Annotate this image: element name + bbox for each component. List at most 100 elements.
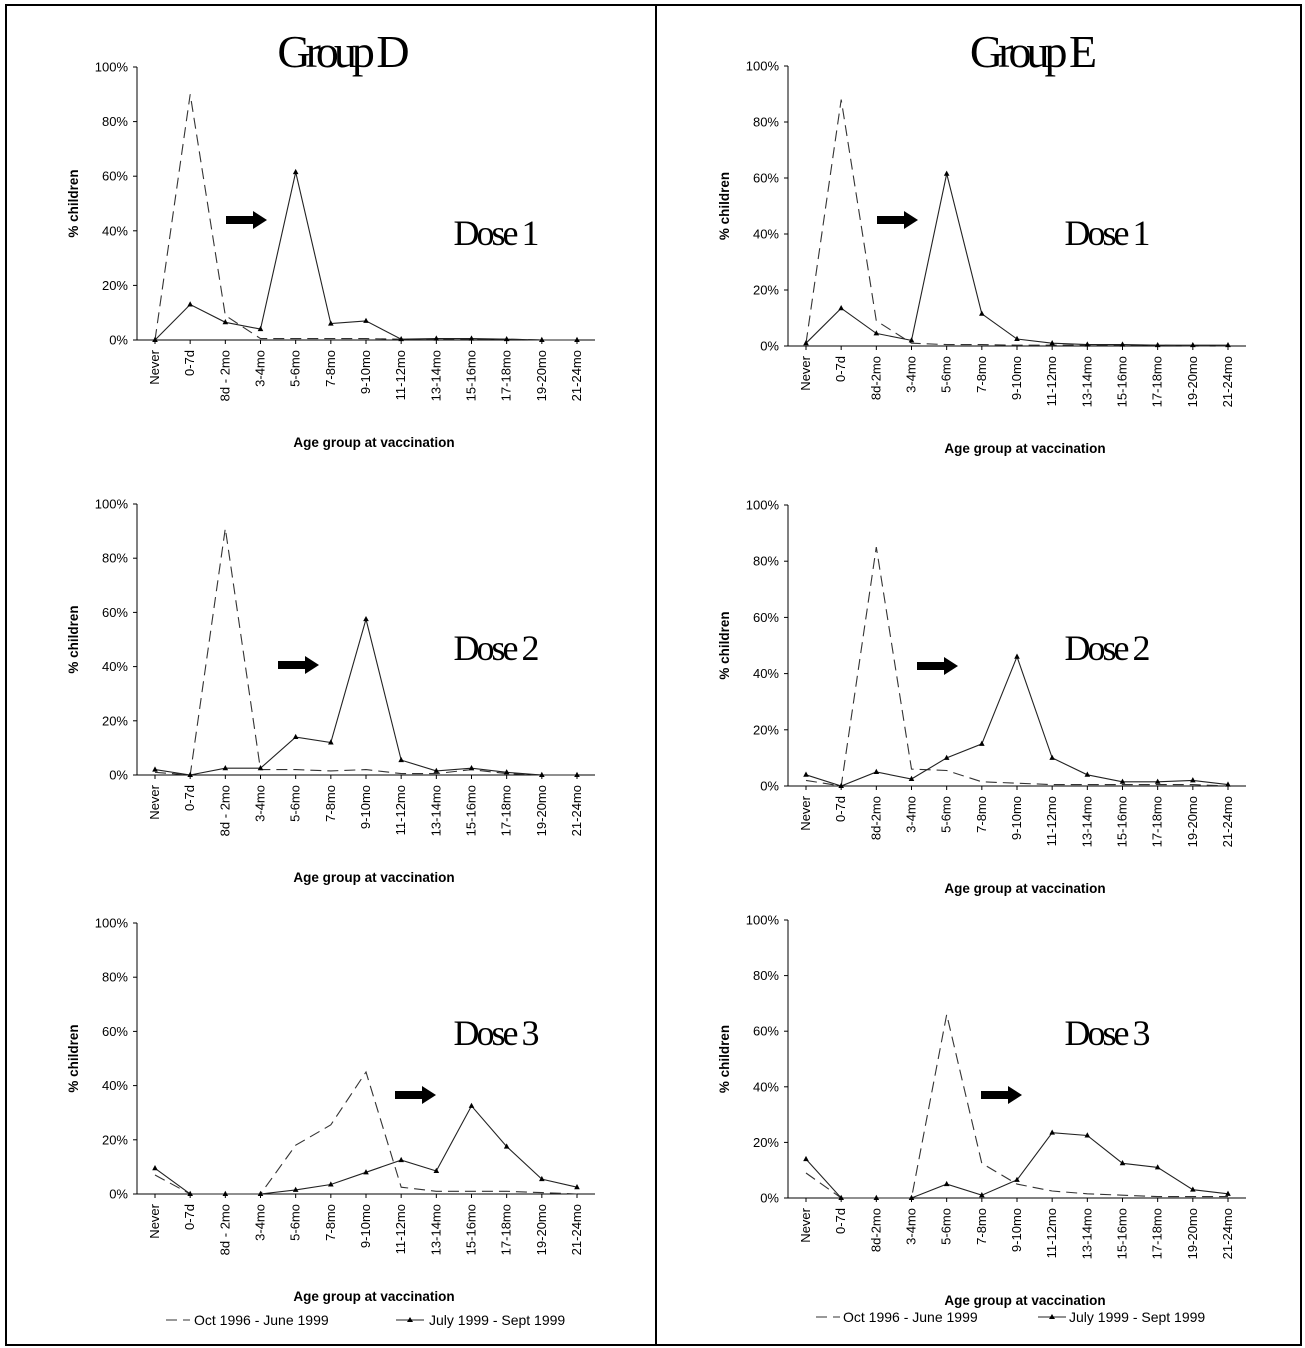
data-point-marker xyxy=(1049,754,1055,760)
data-point-marker xyxy=(539,1175,545,1182)
x-tick-label: 15-16mo xyxy=(1115,796,1130,847)
y-tick-label: 0% xyxy=(760,1191,779,1206)
x-tick-label: Never xyxy=(798,795,813,830)
x-tick-label: 5-6mo xyxy=(288,1204,303,1241)
y-tick-label: 40% xyxy=(102,223,128,238)
legend-marker xyxy=(1049,1314,1055,1319)
data-point-marker xyxy=(979,1192,985,1198)
x-tick-label: 17-18mo xyxy=(499,1204,514,1255)
y-axis-title: % children xyxy=(66,605,81,673)
data-point-marker xyxy=(433,335,440,341)
data-point-marker xyxy=(574,336,580,342)
x-tick-label: 0-7d xyxy=(833,356,848,382)
x-tick-label: 19-20mo xyxy=(1185,356,1200,407)
data-point-marker xyxy=(574,771,580,777)
y-tick-label: 0% xyxy=(109,333,128,348)
x-tick-label: 3-4mo xyxy=(253,785,268,822)
x-axis-title: Age group at vaccination xyxy=(944,1293,1105,1308)
legend-label-series1: Oct 1996 - June 1999 xyxy=(843,1309,978,1325)
x-tick-label: 13-14mo xyxy=(1079,796,1094,847)
x-tick-label: 19-20mo xyxy=(1185,796,1200,847)
y-tick-label: 100% xyxy=(95,916,129,931)
data-point-marker xyxy=(1049,340,1055,346)
y-tick-label: 20% xyxy=(102,1132,128,1147)
legend-label-series1: Oct 1996 - June 1999 xyxy=(194,1312,329,1328)
dose-label: Dose 3 xyxy=(454,1013,539,1053)
data-point-marker xyxy=(503,769,510,775)
y-tick-label: 60% xyxy=(102,605,128,620)
y-axis-title: % children xyxy=(66,169,81,237)
y-tick-label: 60% xyxy=(102,169,128,184)
group-d-dose-2-panel: 0% 20% 40% 60% 80% 100% Never 0-7d 8d - 2mo 3-4mo… xyxy=(66,497,595,885)
data-point-marker xyxy=(574,1184,580,1190)
data-point-marker xyxy=(838,782,844,788)
data-point-marker xyxy=(1225,341,1231,348)
data-point-marker xyxy=(979,310,985,316)
chart-panels: 0% 20% 40% 60% 80% 100% Never 0-7d 8d - 2mo 3-4mo… xyxy=(66,59,1246,1308)
data-point-marker xyxy=(908,1194,915,1200)
data-point-marker xyxy=(433,767,440,773)
data-point-marker xyxy=(363,317,369,323)
data-point-marker xyxy=(908,775,915,781)
x-tick-label: 21-24mo xyxy=(1220,1208,1235,1259)
data-point-marker xyxy=(292,1186,299,1192)
data-point-marker xyxy=(1084,1132,1091,1138)
arrow-icon xyxy=(278,656,319,674)
data-point-marker xyxy=(539,336,545,342)
data-point-marker xyxy=(838,1194,844,1200)
y-axis-title: % children xyxy=(717,611,732,679)
data-point-marker xyxy=(1154,341,1161,348)
data-point-marker xyxy=(222,319,229,325)
data-point-marker xyxy=(363,1169,369,1175)
group-d-title: Group D xyxy=(277,26,408,77)
x-tick-label: 13-14mo xyxy=(1079,356,1094,407)
x-tick-label: 0-7d xyxy=(833,1208,848,1234)
y-tick-label: 0% xyxy=(760,779,779,794)
arrow-icon xyxy=(226,211,267,229)
data-point-marker xyxy=(943,754,950,760)
x-tick-label: 15-16mo xyxy=(464,350,479,401)
data-point-marker xyxy=(1119,778,1126,784)
legend-group-d: Oct 1996 - June 1999 July 1999 - Sept 19… xyxy=(166,1312,565,1328)
y-tick-label: 40% xyxy=(753,666,779,681)
data-point-marker xyxy=(1084,771,1091,777)
x-axis-title: Age group at vaccination xyxy=(944,441,1105,456)
x-tick-label: 17-18mo xyxy=(1150,1208,1165,1259)
data-point-marker xyxy=(468,765,475,771)
series-line-july1999-sept1999 xyxy=(805,173,1228,346)
data-point-marker xyxy=(1154,778,1161,784)
y-tick-label: 80% xyxy=(102,114,128,129)
series-line-oct1996-june1999 xyxy=(154,1070,578,1195)
x-tick-label: 15-16mo xyxy=(464,1204,479,1255)
data-point-marker xyxy=(152,336,158,342)
y-tick-label: 100% xyxy=(95,60,129,75)
x-tick-label: 11-12mo xyxy=(393,785,408,835)
x-tick-label: 8d-2mo xyxy=(868,356,883,400)
x-tick-label: 13-14mo xyxy=(428,1204,443,1255)
x-tick-label: 19-20mo xyxy=(1185,1208,1200,1259)
group-e-title: Group E xyxy=(970,26,1095,77)
figure-border xyxy=(5,4,1302,1346)
x-tick-label: Never xyxy=(147,784,162,819)
y-tick-label: 80% xyxy=(753,115,779,130)
series-line-july1999-sept1999 xyxy=(805,1132,1229,1199)
x-axis-title: Age group at vaccination xyxy=(293,870,454,885)
x-tick-label: 5-6mo xyxy=(288,350,303,387)
data-point-marker xyxy=(873,1194,880,1200)
data-point-marker xyxy=(503,335,510,342)
y-tick-label: 40% xyxy=(753,1079,779,1094)
y-tick-label: 20% xyxy=(753,1135,779,1150)
y-tick-label: 100% xyxy=(746,498,780,513)
series-line-july1999-sept1999 xyxy=(154,1104,578,1195)
x-tick-label: Never xyxy=(798,1207,813,1242)
series-line-oct1996-june1999 xyxy=(805,99,1228,347)
x-tick-label: 0-7d xyxy=(182,350,197,376)
x-tick-label: 3-4mo xyxy=(253,1204,268,1241)
data-point-marker xyxy=(363,615,369,622)
dose-label: Dose 1 xyxy=(454,213,538,253)
data-point-marker xyxy=(222,765,229,771)
x-tick-label: 17-18mo xyxy=(499,785,514,836)
data-point-marker xyxy=(979,740,985,746)
x-tick-label: 19-20mo xyxy=(534,1204,549,1255)
